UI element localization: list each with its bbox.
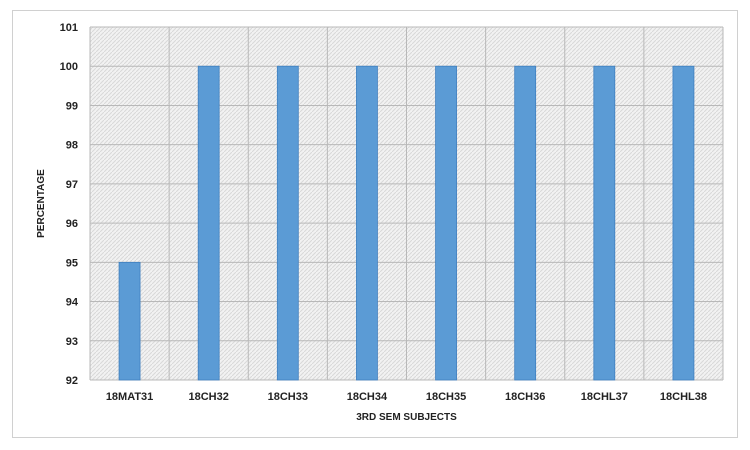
y-axis-tick-labels: 92 93 94 95 96 97 98 99 100 101 [60,22,79,387]
y-tick-label: 100 [60,61,78,73]
bar-18ch34 [356,65,378,381]
bars [118,65,695,381]
x-tick-label: 18CHL37 [581,391,628,403]
y-tick-label: 93 [66,336,78,348]
x-tick-label: 18CH32 [189,391,229,403]
y-tick-label: 92 [66,375,78,387]
bar-18ch33 [276,65,299,381]
bar-18ch35 [435,65,457,381]
x-tick-label: 18CH33 [268,391,308,403]
x-axis-tick-labels: 18MAT31 18CH32 18CH33 18CH34 18CH35 18CH36 18C… [106,391,707,403]
x-tick-label: 18CH36 [505,391,545,403]
bar-18ch32 [197,65,220,381]
y-tick-label: 98 [66,140,78,152]
x-tick-label: 18MAT31 [106,391,153,403]
y-tick-label: 101 [60,22,78,34]
y-tick-label: 97 [66,179,78,191]
bar-18chl38 [672,65,695,381]
x-tick-label: 18CH34 [347,391,388,403]
bar-18ch36 [514,65,537,381]
gridlines [89,26,724,381]
y-tick-label: 99 [66,100,78,112]
bar-18mat31 [118,261,141,381]
y-axis-title: PERCENTAGE [36,169,47,238]
bar-18chl37 [593,65,616,381]
x-tick-label: 18CH35 [426,391,466,403]
y-tick-label: 94 [66,297,79,309]
x-tick-label: 18CHL38 [660,391,707,403]
x-axis-title: 3RD SEM SUBJECTS [356,412,457,423]
y-tick-label: 95 [66,257,78,269]
y-tick-label: 96 [66,218,78,230]
